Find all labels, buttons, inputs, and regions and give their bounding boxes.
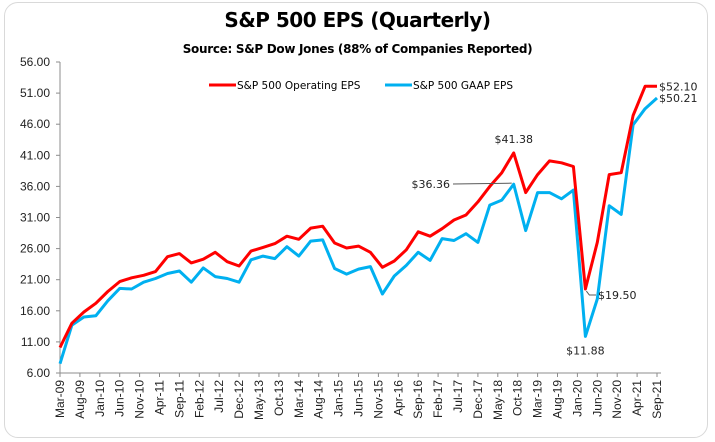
y-tick-label: 31.00	[20, 211, 50, 225]
x-tick-label: Jan-15	[332, 380, 346, 417]
x-tick-label: Apr-11	[153, 380, 167, 415]
x-tick-label: Mar-19	[531, 380, 545, 418]
chart-frame	[4, 2, 708, 438]
annotation-leader-line	[452, 182, 512, 185]
data-label: $52.10	[659, 80, 698, 93]
x-tick-label: Aug-09	[73, 380, 87, 419]
y-tick-label: 6.00	[27, 366, 51, 380]
x-tick-label: Jan-10	[93, 380, 107, 417]
x-tick-label: Sep-21	[650, 380, 664, 419]
data-label: $19.50	[598, 289, 637, 302]
chart-subtitle: Source: S&P Dow Jones (88% of Companies …	[182, 42, 533, 56]
x-tick-label: Oct-13	[272, 380, 286, 416]
y-tick-label: 21.00	[20, 273, 50, 287]
x-tick-label: Nov-10	[133, 380, 147, 419]
x-tick-label: Oct-18	[511, 380, 525, 416]
x-tick-label: Apr-21	[630, 380, 644, 416]
x-tick-label: Nov-20	[610, 380, 624, 419]
x-tick-label: Feb-17	[431, 380, 445, 418]
y-tick-label: 41.00	[20, 148, 50, 162]
y-tick-label: 16.00	[20, 304, 50, 318]
series-line-operating-eps	[58, 84, 657, 349]
x-tick-label: Aug-14	[312, 380, 326, 419]
x-tick-label: Mar-14	[292, 380, 306, 418]
data-label: $50.21	[659, 92, 698, 105]
x-tick-label: Feb-12	[192, 380, 206, 418]
annotation-leader-line	[585, 290, 596, 296]
y-tick-label: 26.00	[20, 242, 50, 256]
x-tick-label: May-13	[252, 380, 266, 420]
x-tick-label: Jun-20	[590, 380, 604, 417]
x-tick-label: Jun-10	[113, 380, 127, 417]
y-tick-label: 56.00	[20, 55, 50, 69]
x-tick-label: Aug-19	[551, 380, 565, 419]
x-tick-label: Dec-12	[232, 380, 246, 419]
series-line-gaap-eps	[58, 96, 659, 365]
x-tick-label: Jun-15	[352, 380, 366, 417]
x-tick-label: May-18	[491, 380, 505, 420]
chart-title: S&P 500 EPS (Quarterly)	[224, 8, 491, 32]
y-tick-label: 46.00	[20, 117, 50, 131]
x-tick-label: Apr-16	[391, 380, 405, 416]
y-tick-label: 11.00	[21, 335, 50, 349]
data-label: $36.36	[412, 178, 451, 191]
x-tick-label: Jul-12	[212, 380, 226, 413]
x-tick-label: Jul-17	[451, 380, 465, 413]
x-tick-label: Dec-17	[471, 380, 485, 419]
data-label: $11.88	[566, 344, 605, 357]
legend-label-gaap: S&P 500 GAAP EPS	[413, 80, 513, 92]
x-tick-label: Jan-20	[570, 380, 584, 417]
legend: S&P 500 Operating EPS S&P 500 GAAP EPS	[209, 80, 513, 92]
legend-label-operating: S&P 500 Operating EPS	[237, 80, 361, 92]
x-tick-label: Sep-11	[172, 380, 186, 418]
x-tick-label: Nov-15	[371, 380, 385, 419]
data-label: $41.38	[494, 133, 533, 146]
y-tick-label: 51.00	[20, 86, 50, 100]
x-tick-label: Mar-09	[53, 380, 67, 418]
y-tick-label: 36.00	[20, 179, 50, 193]
x-tick-label: Sep-16	[411, 380, 425, 419]
